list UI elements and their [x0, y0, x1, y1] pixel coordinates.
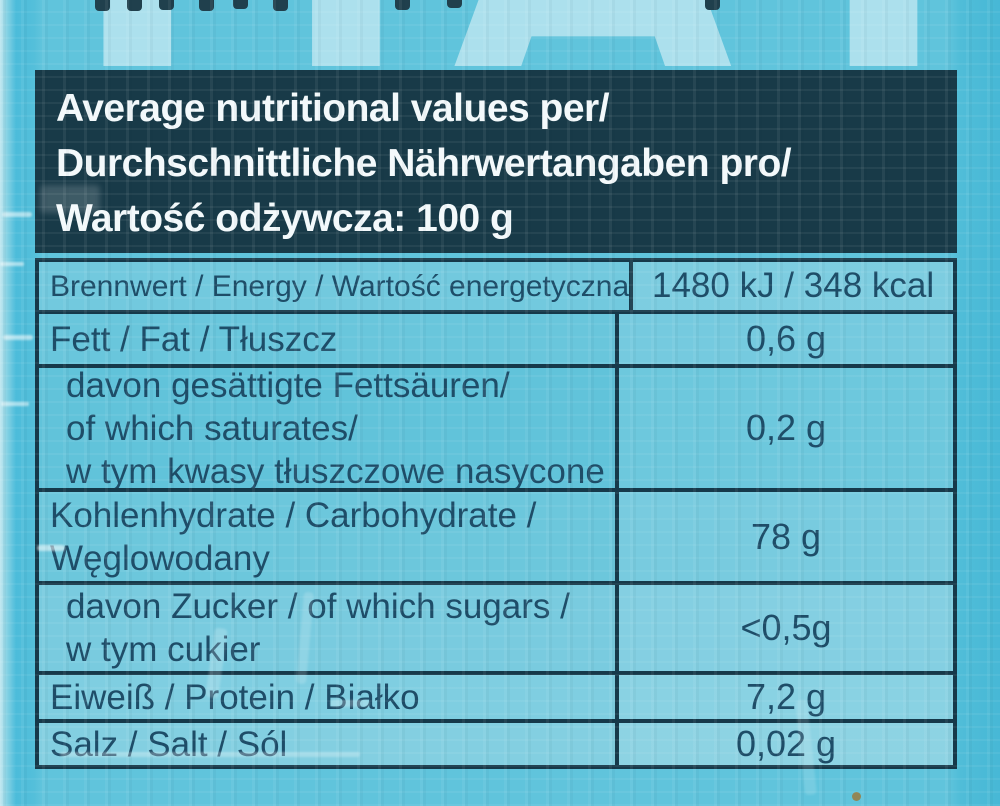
wrinkle-highlight — [3, 335, 33, 340]
cropped-brand-letters: HAT — [0, 0, 1000, 66]
protein-value-text: 7,2 g — [745, 676, 827, 717]
cropped-text-remnant — [95, 0, 110, 11]
sugars-value-text: <0,5g — [740, 607, 832, 648]
nutrition-row-saturates: davon gesättigte Fettsäuren/ of which sa… — [39, 364, 953, 491]
saturates-label: davon gesättigte Fettsäuren/ of which sa… — [39, 366, 615, 491]
fat-value: 0,6 g — [615, 314, 953, 364]
saturates-label-line-english: of which saturates/ — [66, 408, 358, 448]
carbohydrate-label: Kohlenhydrate / Carbohydrate / Węglowoda… — [39, 492, 615, 581]
title-line-english: Average nutritional values per/ — [56, 87, 610, 130]
nutrition-row-salt: Salz / Salt / Sól 0,02 g — [39, 719, 953, 765]
energy-label-line: Brennwert / Energy / Wartość energetyczn… — [50, 269, 630, 303]
carbohydrate-label-line-2: Węglowodany — [50, 538, 270, 578]
carbohydrate-label-line-1: Kohlenhydrate / Carbohydrate / — [50, 495, 537, 535]
salt-value-text: 0,02 g — [735, 723, 837, 764]
protein-value: 7,2 g — [615, 675, 953, 719]
nutrition-row-fat: Fett / Fat / Tłuszcz 0,6 g — [39, 310, 953, 364]
fat-label: Fett / Fat / Tłuszcz — [39, 314, 615, 364]
sugars-label-line-1: davon Zucker / of which sugars / — [66, 587, 570, 626]
salt-label-line: Salz / Salt / Sól — [50, 724, 288, 764]
sugars-label: davon Zucker / of which sugars / w tym c… — [39, 585, 615, 671]
title-line-polish: Wartość odżywcza: 100 g — [56, 197, 514, 240]
nutrition-row-protein: Eiweiß / Protein / Białko 7,2 g — [39, 671, 953, 719]
energy-label: Brennwert / Energy / Wartość energetyczn… — [39, 262, 629, 310]
protein-label: Eiweiß / Protein / Białko — [39, 675, 615, 719]
protein-label-line: Eiweiß / Protein / Białko — [50, 677, 420, 717]
saturates-value: 0,2 g — [615, 368, 953, 488]
saturates-label-line-polish: w tym kwasy tłuszczowe nasycone — [66, 451, 605, 491]
sugars-label-line-2: w tym cukier — [66, 630, 261, 669]
saturates-value-text: 0,2 g — [745, 407, 827, 448]
nutrition-table: Brennwert / Energy / Wartość energetyczn… — [35, 258, 957, 769]
salt-value: 0,02 g — [615, 723, 953, 765]
brand-letters-text: HAT — [72, 0, 1000, 66]
nutrition-row-sugars: davon Zucker / of which sugars / w tym c… — [39, 581, 953, 671]
fat-value-text: 0,6 g — [745, 318, 827, 359]
carbohydrate-value-text: 78 g — [750, 515, 822, 557]
sugars-value: <0,5g — [615, 585, 953, 671]
wrinkle-highlight — [0, 262, 24, 266]
nutrition-row-carbohydrate: Kohlenhydrate / Carbohydrate / Węglowoda… — [39, 488, 953, 581]
fat-label-line: Fett / Fat / Tłuszcz — [50, 319, 338, 359]
nutrition-title-panel: Average nutritional values per/ Durchsch… — [35, 70, 957, 253]
wrinkle-highlight — [2, 212, 32, 217]
dust-speck — [852, 792, 861, 801]
salt-label: Salz / Salt / Sól — [39, 723, 615, 765]
nutrition-row-energy: Brennwert / Energy / Wartość energetyczn… — [39, 262, 953, 310]
saturates-label-line-german: davon gesättigte Fettsäuren/ — [66, 365, 510, 405]
energy-value: 1480 kJ / 348 kcal — [629, 262, 953, 310]
energy-value-text: 1480 kJ / 348 kcal — [652, 266, 935, 305]
carbohydrate-value: 78 g — [615, 492, 953, 581]
wrinkle-highlight — [1, 402, 29, 406]
title-line-german: Durchschnittliche Nährwertangaben pro/ — [56, 142, 792, 185]
